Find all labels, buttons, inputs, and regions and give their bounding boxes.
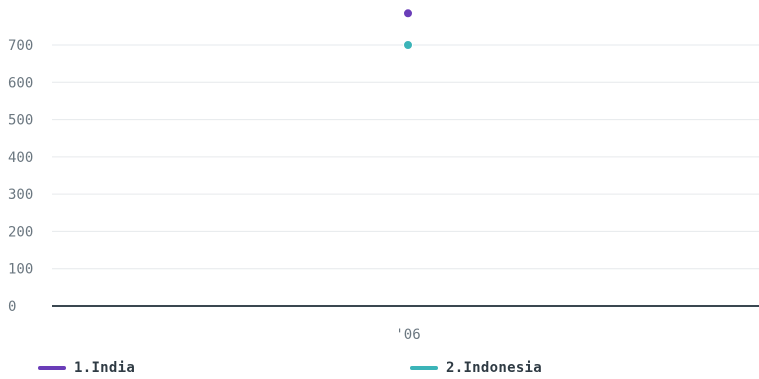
data-point-indonesia[interactable] <box>403 40 413 50</box>
legend-swatch-india <box>38 366 66 370</box>
y-tick-label-300: 300 <box>8 187 33 203</box>
y-tick-label-600: 600 <box>8 75 33 91</box>
data-points <box>403 8 413 50</box>
y-tick-label-200: 200 <box>8 224 33 240</box>
y-tick-label-100: 100 <box>8 262 33 278</box>
y-tick-label-500: 500 <box>8 113 33 129</box>
data-point-india[interactable] <box>403 8 413 19</box>
y-tick-label-0: 0 <box>8 299 16 315</box>
x-axis-tick-labels: '06 <box>395 327 420 343</box>
y-tick-label-400: 400 <box>8 150 33 166</box>
y-axis-tick-labels: 0 100 200 300 400 500 600 700 <box>8 38 33 315</box>
legend-item-india[interactable]: 1.India <box>38 359 135 377</box>
legend: 1.India 2.Indonesia <box>0 359 759 379</box>
legend-item-indonesia[interactable]: 2.Indonesia <box>410 359 542 377</box>
gridlines <box>52 44 759 270</box>
legend-label-indonesia: 2.Indonesia <box>446 360 543 376</box>
y-tick-label-700: 700 <box>8 38 33 54</box>
legend-label-india: 1.India <box>74 360 136 376</box>
x-tick-label: '06 <box>395 327 420 343</box>
legend-swatch-indonesia <box>410 366 438 370</box>
